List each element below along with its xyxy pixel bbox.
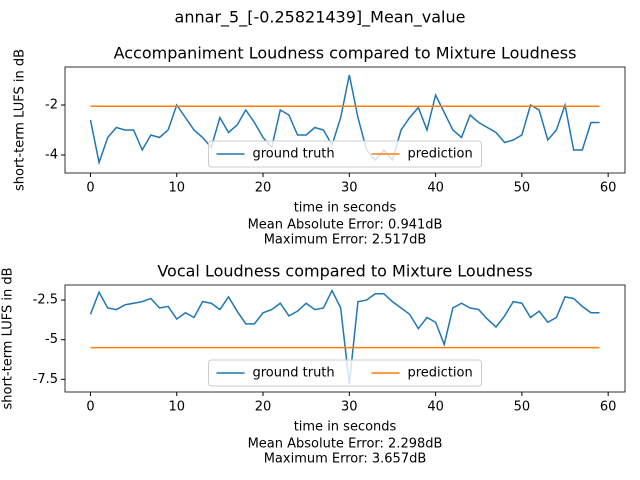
- legend-label: prediction: [408, 147, 473, 162]
- x-tick-label: 30: [341, 400, 358, 415]
- x-tick-label: 0: [86, 181, 94, 196]
- x-tick-label: 60: [600, 400, 617, 415]
- x-axis-label: time in seconds: [294, 420, 397, 435]
- chart-title: Vocal Loudness compared to Mixture Loudn…: [157, 262, 532, 281]
- legend-label: prediction: [408, 366, 473, 381]
- axes-frame: [64, 284, 626, 393]
- y-tick-label: -4: [45, 148, 58, 163]
- x-tick-label: 20: [255, 400, 272, 415]
- x-tick-label: 60: [600, 181, 617, 196]
- legend-label: ground truth: [253, 147, 335, 162]
- y-tick-label: -2: [45, 98, 58, 113]
- x-tick-label: 50: [514, 400, 531, 415]
- x-tick-label: 40: [427, 181, 444, 196]
- x-tick-label: 30: [341, 181, 358, 196]
- annotation: Mean Absolute Error: 2.298dB: [248, 437, 443, 452]
- x-tick-label: 40: [427, 400, 444, 415]
- chart-title: Accompaniment Loudness compared to Mixtu…: [114, 44, 577, 63]
- legend-label: ground truth: [253, 366, 335, 381]
- x-axis-label: time in seconds: [294, 201, 397, 216]
- y-tick-label: -5: [45, 332, 58, 347]
- data-line: [89, 74, 600, 166]
- annotation: Maximum Error: 3.657dB: [264, 452, 427, 467]
- x-tick-label: 10: [168, 400, 185, 415]
- data-line: [89, 288, 600, 385]
- legend-box: [208, 359, 482, 387]
- annotation: Mean Absolute Error: 0.941dB: [248, 218, 443, 233]
- annotation: Maximum Error: 2.517dB: [264, 233, 427, 248]
- x-tick-label: 20: [255, 181, 272, 196]
- axes-frame: [64, 66, 626, 174]
- x-tick-label: 50: [514, 181, 531, 196]
- x-tick-label: 0: [86, 400, 94, 415]
- legend-box: [208, 140, 482, 168]
- figure-title: annar_5_[-0.25821439]_Mean_value: [175, 8, 466, 28]
- x-tick-label: 10: [168, 181, 185, 196]
- y-tick-label: -7.5: [33, 372, 58, 387]
- y-axis-label: short-term LUFS in dB: [1, 267, 16, 409]
- y-axis-label: short-term LUFS in dB: [13, 49, 28, 191]
- y-tick-label: -2.5: [33, 293, 58, 308]
